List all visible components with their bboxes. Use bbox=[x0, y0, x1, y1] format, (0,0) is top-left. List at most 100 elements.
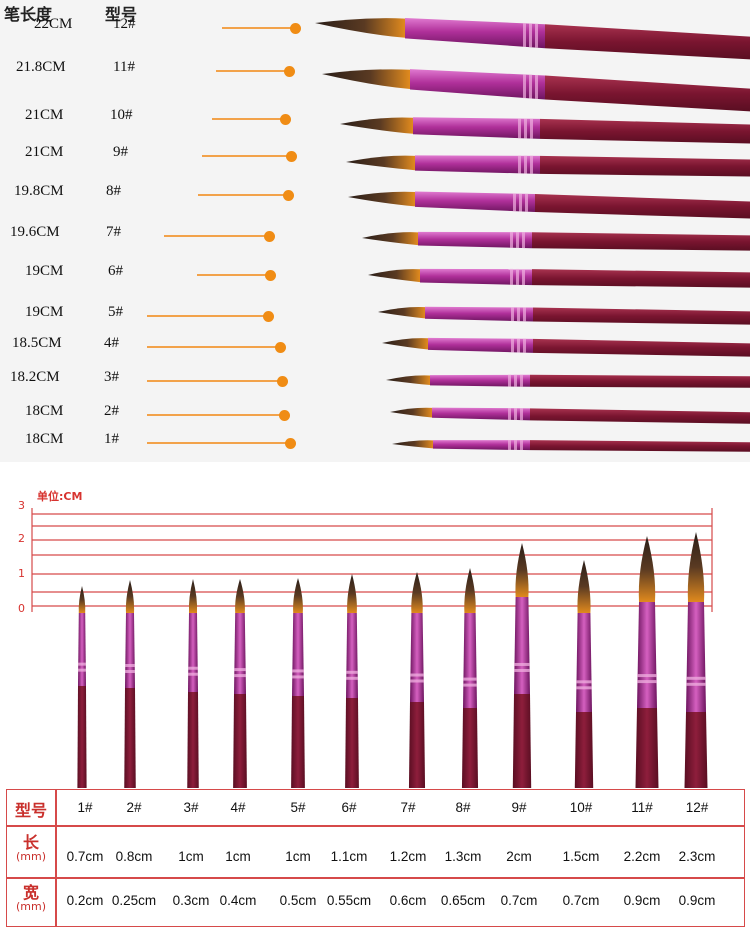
horizontal-brush-7 bbox=[362, 231, 750, 251]
brush-bristles bbox=[382, 338, 428, 350]
ferrule-crimp bbox=[346, 676, 358, 680]
brush-length-11: 21.8CM bbox=[16, 59, 66, 75]
brush-ferrule bbox=[425, 306, 533, 322]
marker-dot-12 bbox=[290, 23, 301, 34]
table-cell-model-8: 8# bbox=[455, 800, 471, 815]
brush-length-10: 21CM bbox=[25, 107, 64, 123]
leader-line-4 bbox=[147, 346, 280, 348]
table-cell-length-1: 0.7cm bbox=[66, 849, 104, 864]
ferrule-crimp bbox=[523, 338, 526, 353]
table-cell-width-9: 0.7cm bbox=[500, 893, 538, 908]
brush-bristles bbox=[78, 586, 86, 613]
brush-ferrule bbox=[413, 117, 540, 139]
leader-line-8 bbox=[198, 194, 288, 196]
brush-bristles bbox=[368, 269, 420, 283]
brush-length-6: 19CM bbox=[25, 263, 64, 279]
ferrule-crimp bbox=[514, 374, 517, 387]
brush-handle bbox=[635, 708, 659, 788]
ferrule-crimp bbox=[520, 408, 523, 421]
marker-dot-7 bbox=[264, 231, 275, 242]
brush-ferrule bbox=[576, 613, 592, 712]
ferrule-crimp bbox=[514, 668, 530, 672]
brush-handle bbox=[540, 118, 750, 144]
table-cell-model-2: 2# bbox=[126, 800, 142, 815]
brush-ferrule bbox=[78, 613, 86, 686]
brush-bristles bbox=[235, 579, 245, 613]
brush-bristles bbox=[392, 440, 433, 449]
brush-model-2: 2# bbox=[104, 403, 119, 419]
ferrule-crimp bbox=[346, 670, 358, 674]
brush-handle bbox=[408, 702, 426, 788]
ferrule-crimp bbox=[522, 269, 525, 286]
brush-model-7: 7# bbox=[106, 224, 121, 240]
brush-bristles bbox=[577, 560, 591, 613]
table-cell-width-6: 0.55cm bbox=[326, 893, 372, 908]
vertical-brush-2 bbox=[124, 580, 136, 788]
table-header-width: 宽 (mm) bbox=[7, 885, 55, 913]
ferrule-crimp bbox=[535, 74, 538, 99]
ferrule-crimp bbox=[530, 155, 533, 174]
brush-ferrule bbox=[463, 613, 477, 708]
table-header-length-unit: (mm) bbox=[15, 850, 46, 863]
brush-model-1: 1# bbox=[104, 431, 119, 447]
brush-length-3: 18.2CM bbox=[10, 369, 60, 385]
ferrule-crimp bbox=[188, 666, 198, 670]
ferrule-crimp bbox=[520, 440, 523, 451]
ruler-and-vertical-brushes bbox=[31, 508, 713, 788]
table-row-divider-1 bbox=[7, 825, 744, 827]
horizontal-brush-9 bbox=[346, 155, 750, 177]
ferrule-crimp bbox=[516, 231, 519, 248]
brush-handle bbox=[233, 694, 247, 788]
brush-bristles bbox=[125, 580, 135, 613]
brush-bristles bbox=[687, 532, 705, 602]
leader-line-3 bbox=[147, 380, 282, 382]
ruler-grid bbox=[31, 508, 713, 612]
table-cell-length-12: 2.3cm bbox=[678, 849, 716, 864]
vertical-brush-11 bbox=[635, 536, 659, 788]
spec-table: 型号 长 (mm) 宽 (mm) 1# 2# 3# 4# 5# 6# 7# 8# 9# 10# 11… bbox=[6, 789, 745, 927]
table-cell-width-10: 0.7cm bbox=[562, 893, 600, 908]
table-header-length: 长 (mm) bbox=[7, 835, 55, 863]
brush-ferrule bbox=[432, 407, 530, 421]
ferrule-crimp bbox=[524, 155, 527, 174]
brush-length-4: 18.5CM bbox=[12, 335, 62, 351]
horizontal-brush-3 bbox=[386, 374, 750, 388]
brush-bristles bbox=[315, 18, 405, 38]
brush-handle bbox=[530, 408, 750, 424]
marker-dot-10 bbox=[280, 114, 291, 125]
table-cell-width-5: 0.5cm bbox=[279, 893, 317, 908]
table-cell-length-4: 1cm bbox=[225, 849, 251, 864]
vertical-brush-4 bbox=[233, 579, 247, 788]
bristle-size-panel: 单位:CM 3 2 1 0 mammon.taobao.com bbox=[0, 476, 750, 944]
table-cell-model-9: 9# bbox=[511, 800, 527, 815]
brush-bristles bbox=[386, 375, 430, 386]
brush-model-5: 5# bbox=[108, 304, 123, 320]
brush-bristles bbox=[346, 155, 415, 171]
ruler-tick-3: 3 bbox=[18, 499, 25, 512]
table-cell-model-3: 3# bbox=[183, 800, 199, 815]
ferrule-crimp bbox=[78, 668, 86, 672]
ferrule-crimp bbox=[510, 231, 513, 248]
brush-handle bbox=[533, 338, 750, 357]
brush-ferrule bbox=[234, 613, 246, 694]
panel-divider bbox=[0, 462, 750, 476]
horizontal-brush-1 bbox=[392, 439, 750, 452]
table-cell-model-4: 4# bbox=[230, 800, 246, 815]
ferrule-crimp bbox=[511, 338, 514, 353]
vertical-brush-3 bbox=[187, 579, 199, 788]
marker-dot-2 bbox=[279, 410, 290, 421]
brush-ferrule bbox=[433, 440, 530, 451]
ferrule-crimp bbox=[410, 679, 424, 683]
brush-handle bbox=[124, 688, 136, 788]
watermark-text: mammon.taobao.com bbox=[370, 913, 634, 938]
brush-ferrule bbox=[686, 602, 706, 712]
brush-bristles bbox=[362, 232, 418, 246]
table-cell-width-1: 0.2cm bbox=[66, 893, 104, 908]
brush-bristles bbox=[515, 543, 529, 597]
table-cell-length-11: 2.2cm bbox=[623, 849, 661, 864]
ferrule-crimp bbox=[637, 680, 657, 684]
brush-bristles bbox=[378, 306, 425, 319]
ruler-tick-2: 2 bbox=[18, 532, 25, 545]
table-cell-length-3: 1cm bbox=[178, 849, 204, 864]
table-cell-width-3: 0.3cm bbox=[172, 893, 210, 908]
